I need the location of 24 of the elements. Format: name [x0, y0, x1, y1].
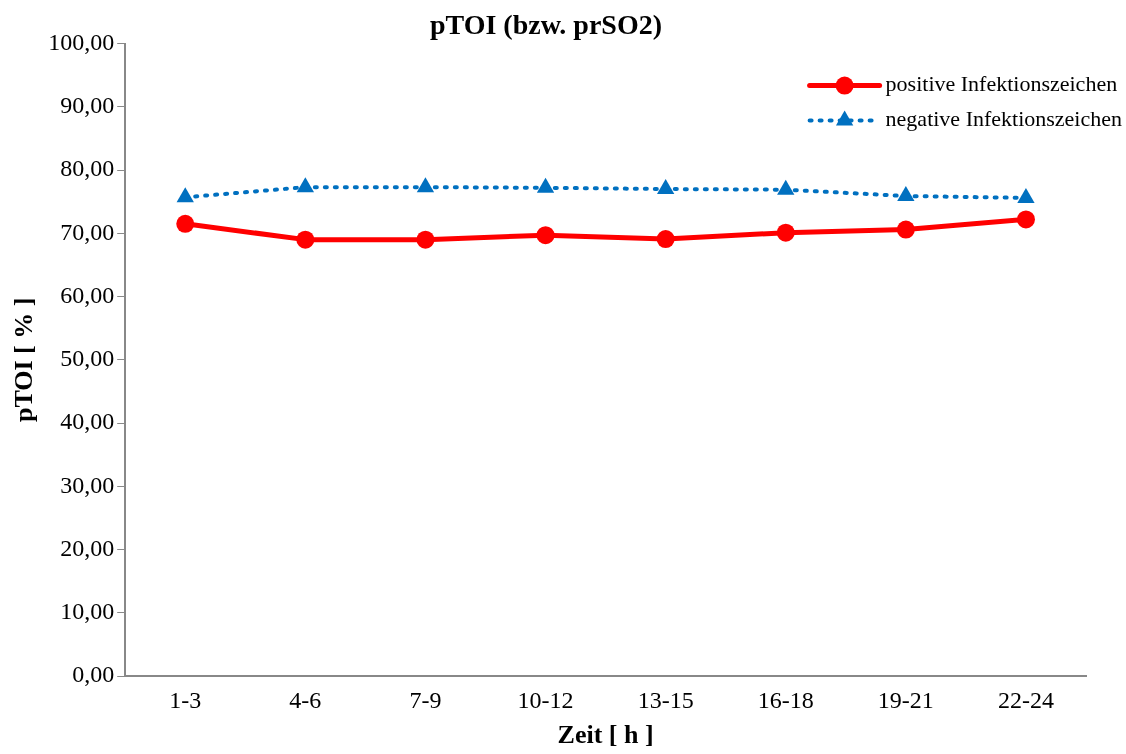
x-tick-label: 1-3: [169, 686, 202, 713]
x-tick-label: 19-21: [877, 686, 934, 713]
y-tick-label: 10,00: [60, 598, 115, 625]
y-tick-label: 60,00: [60, 281, 115, 308]
x-tick-label: 22-24: [997, 686, 1054, 713]
y-axis-title: pTOI [ % ]: [9, 297, 39, 423]
y-tick-label: 20,00: [60, 534, 115, 561]
y-tick-label: 70,00: [60, 218, 115, 245]
y-tick-label: 50,00: [60, 345, 115, 372]
y-tick-label: 0,00: [72, 661, 115, 688]
legend-label: negative Infektionszeichen: [885, 106, 1123, 132]
x-tick-label: 13-15: [637, 686, 694, 713]
y-tick-label: 80,00: [60, 155, 115, 182]
x-tick-label: 7-9: [409, 686, 442, 713]
x-tick-label: 16-18: [757, 686, 814, 713]
x-tick-label: 4-6: [289, 686, 322, 713]
y-tick-label: 90,00: [60, 92, 115, 119]
y-tick-label: 100,00: [48, 28, 115, 55]
x-tick-label: 10-12: [517, 686, 574, 713]
y-tick-label: 40,00: [60, 408, 115, 435]
x-axis-title: Zeit [ h ]: [557, 720, 654, 750]
y-tick-label: 30,00: [60, 471, 115, 498]
chart-title: pTOI (bzw. prSO2): [429, 9, 663, 41]
legend-label: positive Infektionszeichen: [885, 71, 1118, 97]
